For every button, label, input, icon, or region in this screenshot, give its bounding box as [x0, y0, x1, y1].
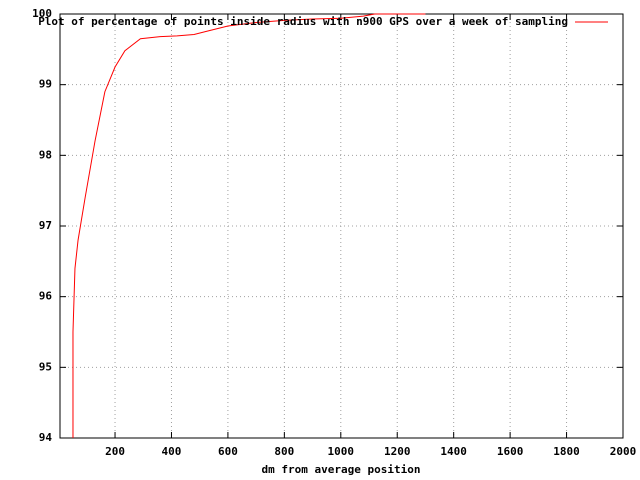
x-tick-label: 1200 [384, 445, 411, 458]
plot-frame [59, 13, 624, 439]
x-tick-label: 1600 [497, 445, 524, 458]
x-axis-label: dm from average position [262, 463, 421, 476]
y-tick-label: 98 [39, 148, 52, 161]
y-tick-label: 95 [39, 360, 52, 373]
x-tick-label: 600 [218, 445, 238, 458]
x-tick-label: 400 [162, 445, 182, 458]
legend-label: Plot of percentage of points inside radi… [38, 15, 568, 28]
x-tick-label: 2000 [610, 445, 637, 458]
x-tick-label: 200 [105, 445, 125, 458]
data-line [72, 13, 426, 438]
y-tick-label: 97 [39, 219, 52, 232]
x-tick-label: 1800 [553, 445, 580, 458]
y-tick-label: 96 [39, 290, 53, 303]
y-tick-label: 99 [39, 78, 52, 91]
x-tick-label: 800 [274, 445, 294, 458]
y-tick-label: 94 [39, 431, 53, 444]
x-tick-label: 1000 [328, 445, 355, 458]
y-tick-label: 100 [32, 7, 52, 20]
x-tick-label: 1400 [440, 445, 467, 458]
